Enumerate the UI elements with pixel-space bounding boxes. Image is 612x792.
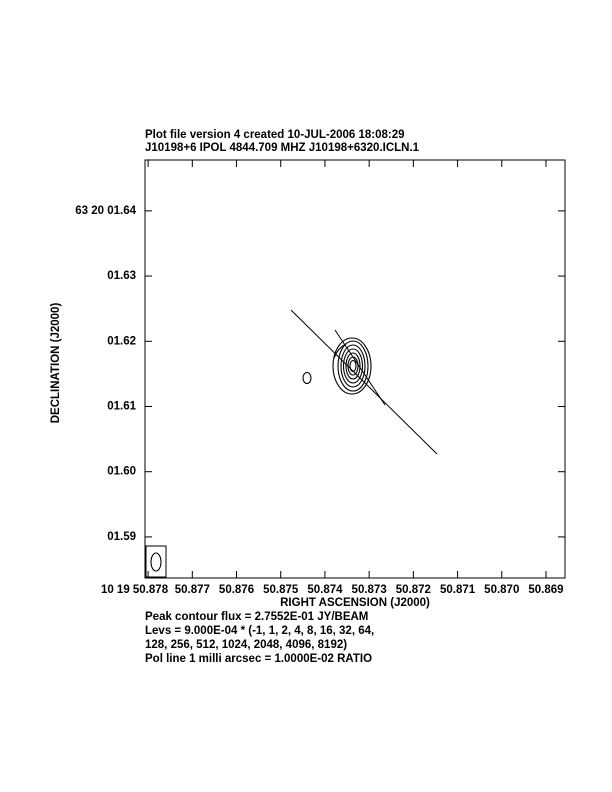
x-tick-label: 50.875 xyxy=(263,584,299,596)
pol-line xyxy=(290,309,438,455)
contour xyxy=(342,348,364,384)
y-tick-label: 63 20 01.64 xyxy=(75,205,136,217)
pol-line xyxy=(334,329,386,406)
x-tick-label: 50.876 xyxy=(219,584,254,596)
plot-frame xyxy=(144,159,566,579)
x-axis-title: RIGHT ASCENSION (J2000) xyxy=(280,597,430,609)
note: Pol line 1 milli arcsec = 1.0000E-02 RAT… xyxy=(145,653,372,665)
y-tick-label: 01.63 xyxy=(107,270,136,282)
beam-box xyxy=(145,545,167,578)
y-tick-label: 01.62 xyxy=(107,335,136,347)
chart-title: Plot file version 4 created 10-JUL-2006 … xyxy=(145,129,405,141)
note: 128, 256, 512, 1024, 2048, 4096, 8192) xyxy=(145,639,347,651)
x-tick-label: 50.874 xyxy=(307,584,343,596)
contour xyxy=(337,340,369,392)
x-tick-label: 50.872 xyxy=(396,584,431,596)
y-axis-title: DECLINATION (J2000) xyxy=(50,303,62,424)
y-tick-label: 01.61 xyxy=(107,401,136,413)
y-tick-label: 01.59 xyxy=(107,531,136,543)
x-tick-label: 50.877 xyxy=(175,584,210,596)
x-tick-label: 50.870 xyxy=(484,584,519,596)
y-tick-label: 01.60 xyxy=(107,466,136,478)
contours xyxy=(302,337,372,395)
note: Levs = 9.000E-04 * (-1, 1, 2, 4, 8, 16, … xyxy=(145,625,374,637)
contour xyxy=(340,344,366,388)
x-tick-label: 50.869 xyxy=(528,584,563,596)
x-tick-label: 50.871 xyxy=(440,584,476,596)
x-tick-label: 10 19 50.878 xyxy=(101,584,169,596)
x-tick-label: 50.873 xyxy=(352,584,387,596)
contour xyxy=(349,359,357,373)
chart-subtitle: J10198+6 IPOL 4844.709 MHZ J10198+6320.I… xyxy=(145,142,420,154)
note: Peak contour flux = 2.7552E-01 JY/BEAM xyxy=(145,611,368,623)
beam xyxy=(150,552,162,572)
contour xyxy=(302,371,312,385)
contour xyxy=(332,337,372,395)
contour xyxy=(345,352,361,380)
